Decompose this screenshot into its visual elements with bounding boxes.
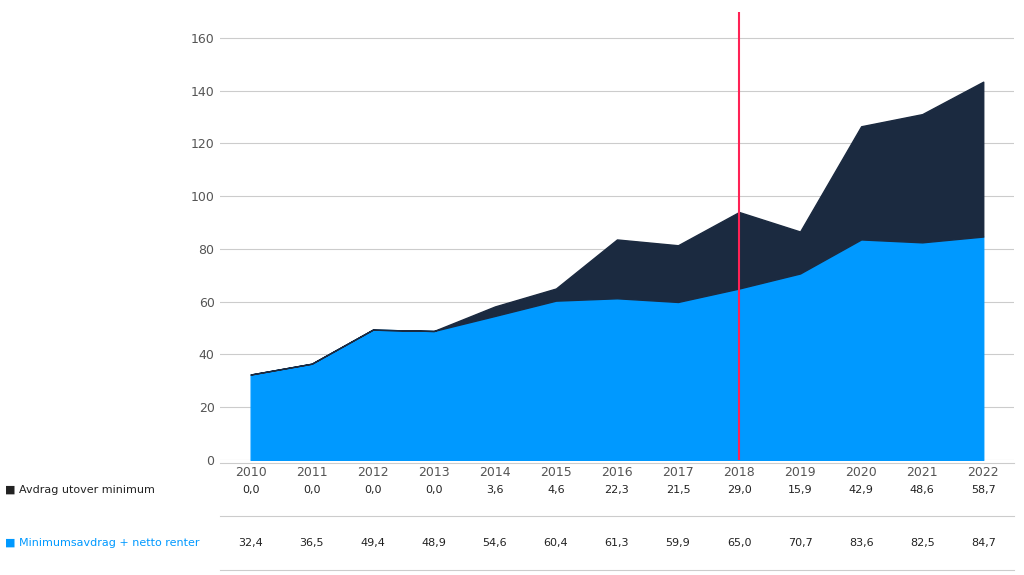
Text: 3,6: 3,6 xyxy=(486,485,504,495)
Text: 42,9: 42,9 xyxy=(849,485,873,495)
Text: 84,7: 84,7 xyxy=(971,538,995,549)
Text: 32,4: 32,4 xyxy=(239,538,263,549)
Text: 4,6: 4,6 xyxy=(547,485,564,495)
Text: 29,0: 29,0 xyxy=(727,485,752,495)
Text: 0,0: 0,0 xyxy=(364,485,382,495)
Text: 36,5: 36,5 xyxy=(299,538,324,549)
Text: 48,9: 48,9 xyxy=(422,538,446,549)
Text: 49,4: 49,4 xyxy=(360,538,385,549)
Text: 60,4: 60,4 xyxy=(544,538,568,549)
Text: 21,5: 21,5 xyxy=(666,485,690,495)
Text: 0,0: 0,0 xyxy=(303,485,321,495)
Text: 61,3: 61,3 xyxy=(605,538,629,549)
Text: ■ Minimumsavdrag + netto renter: ■ Minimumsavdrag + netto renter xyxy=(5,538,200,549)
Text: 15,9: 15,9 xyxy=(787,485,812,495)
Text: 83,6: 83,6 xyxy=(849,538,873,549)
Text: ■ Avdrag utover minimum: ■ Avdrag utover minimum xyxy=(5,485,155,495)
Text: 48,6: 48,6 xyxy=(909,485,935,495)
Text: 0,0: 0,0 xyxy=(242,485,259,495)
Text: 70,7: 70,7 xyxy=(787,538,812,549)
Text: 65,0: 65,0 xyxy=(727,538,752,549)
Text: 82,5: 82,5 xyxy=(909,538,935,549)
Text: 59,9: 59,9 xyxy=(666,538,690,549)
Text: 0,0: 0,0 xyxy=(425,485,442,495)
Text: 22,3: 22,3 xyxy=(604,485,630,495)
Text: 54,6: 54,6 xyxy=(482,538,507,549)
Text: 58,7: 58,7 xyxy=(971,485,995,495)
